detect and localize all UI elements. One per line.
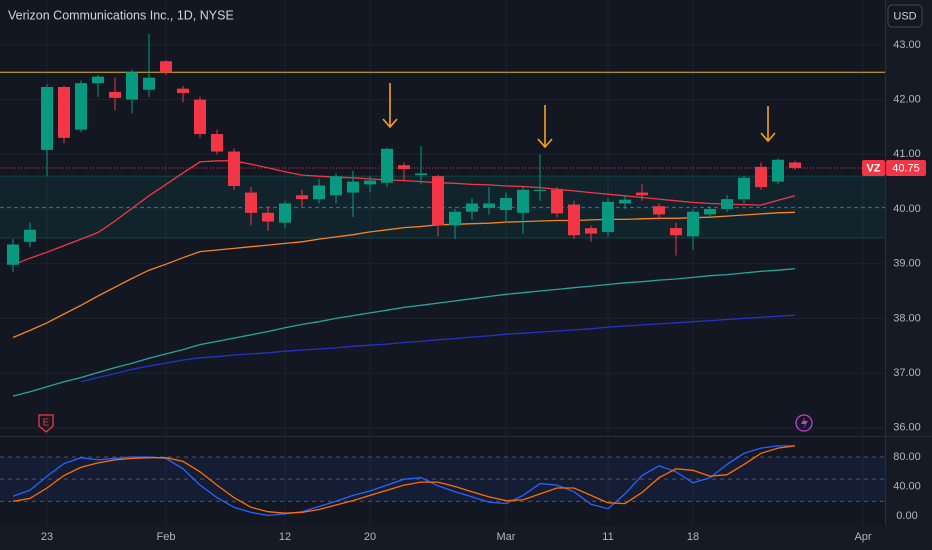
line-series	[12, 445, 795, 517]
candle-body	[75, 83, 87, 130]
arrow	[382, 83, 398, 129]
candle-body	[721, 199, 733, 209]
candle-body	[381, 148, 393, 183]
candle-body	[143, 77, 155, 90]
symbol-tag	[862, 159, 885, 176]
y-tick-label: 40.00	[893, 480, 921, 492]
candle-body	[483, 203, 495, 208]
candle-body	[92, 76, 104, 84]
candle-body	[7, 244, 19, 265]
y-tick-label: 80.00	[893, 451, 921, 463]
candle-body	[772, 159, 784, 182]
earnings-label: E	[43, 418, 50, 429]
y-tick-label: 42.00	[893, 93, 921, 105]
oscillator-pane	[0, 437, 885, 525]
candle-body	[738, 177, 750, 200]
event-bolt	[801, 417, 808, 429]
line-series	[12, 211, 796, 339]
candle-body	[245, 192, 257, 213]
x-tick-label: 11	[602, 531, 613, 543]
candle-body	[619, 199, 631, 204]
candle-body	[500, 198, 512, 211]
price-label: 40.75	[892, 162, 920, 174]
candle-body	[109, 91, 121, 98]
x-tick-label: 18	[687, 531, 699, 543]
y-tick-label: 36.00	[893, 422, 921, 434]
currency-label[interactable]: USD	[893, 10, 916, 22]
candle-body	[279, 203, 291, 223]
earnings-shape	[38, 414, 54, 433]
x-tick-label: 12	[279, 531, 291, 543]
candle-body	[24, 229, 36, 242]
x-tick-label: Feb	[157, 531, 176, 543]
x-tick-label: Apr	[854, 531, 871, 543]
candle-body	[177, 88, 189, 93]
line-series	[12, 445, 796, 514]
candle-body	[551, 189, 563, 214]
x-tick-label: 20	[364, 531, 376, 543]
candle-body	[330, 176, 342, 196]
y-tick-label: 40.00	[893, 203, 921, 215]
candle-body	[704, 208, 716, 215]
candle-body	[534, 189, 546, 191]
arrow	[537, 105, 553, 149]
arrows	[382, 83, 776, 149]
arrow	[760, 106, 776, 143]
candle-body	[194, 99, 206, 135]
candle-body	[670, 228, 682, 236]
chart-title: Verizon Communications Inc., 1D, NYSE	[8, 8, 234, 22]
x-tick-label: Mar	[497, 531, 516, 543]
y-tick-label: 0.00	[896, 510, 917, 522]
price-tag	[886, 159, 926, 176]
symbol-label: VZ	[866, 162, 880, 174]
candle-body	[126, 72, 138, 100]
candle-body	[585, 228, 597, 234]
line-series	[12, 267, 796, 397]
candle-body	[313, 185, 325, 200]
candle-body	[466, 203, 478, 212]
candle-body	[228, 151, 240, 186]
candle-body	[432, 176, 444, 226]
candle-body	[364, 180, 376, 185]
candle-body	[262, 212, 274, 222]
candle-body	[296, 195, 308, 200]
dividend-icon	[795, 414, 813, 432]
y-tick-label: 37.00	[893, 367, 921, 379]
candle-body	[602, 201, 614, 232]
candle-body	[41, 86, 53, 150]
currency-button[interactable]	[887, 4, 923, 28]
y-tick-label: 41.00	[893, 148, 921, 160]
candle-body	[636, 192, 648, 196]
candle-body	[347, 181, 359, 193]
candle-body	[160, 61, 172, 73]
candle-body	[687, 211, 699, 237]
y-tick-label: 38.00	[893, 312, 921, 324]
candle-body	[58, 86, 70, 138]
earnings-icon: E	[38, 414, 54, 433]
candle-body	[398, 165, 410, 170]
candle-body	[755, 166, 767, 188]
candle-body	[449, 211, 461, 226]
candle-body	[517, 189, 529, 213]
y-tick-label: 39.00	[893, 258, 921, 270]
line-series	[80, 314, 796, 383]
candle-body	[653, 206, 665, 215]
candle-body	[211, 134, 223, 152]
candle-body	[415, 173, 427, 176]
x-tick-label: 23	[41, 531, 53, 543]
candle-body	[568, 204, 580, 236]
event-circle	[795, 414, 813, 432]
candle-body	[789, 162, 801, 168]
y-tick-label: 43.00	[893, 39, 921, 51]
